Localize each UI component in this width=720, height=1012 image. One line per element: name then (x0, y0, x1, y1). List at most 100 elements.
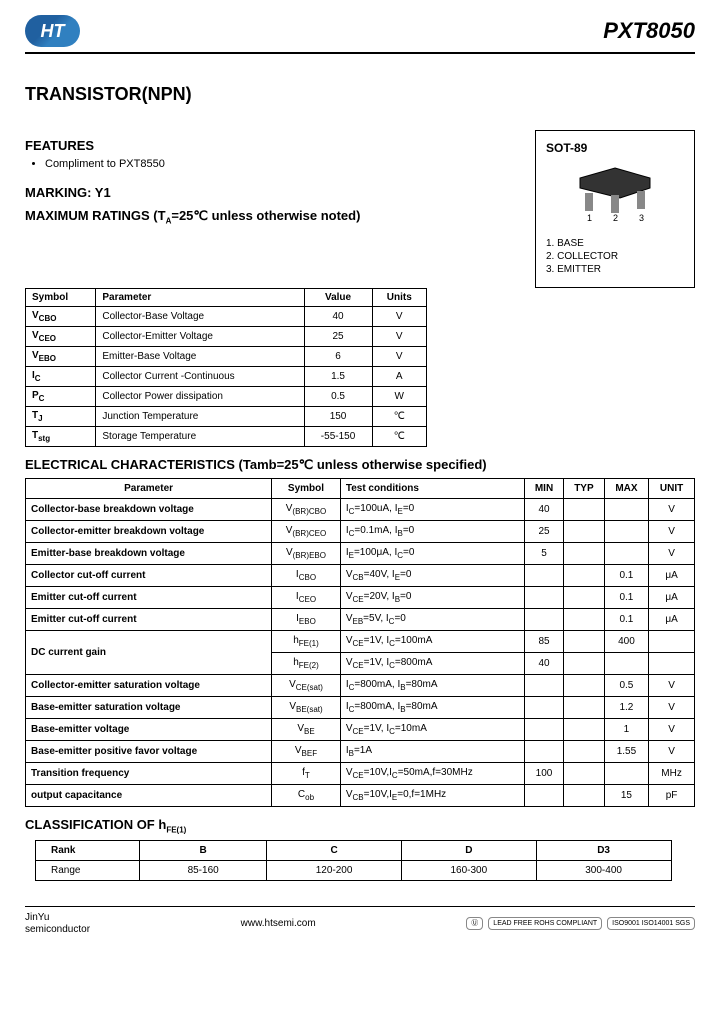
table-row: Collector-base breakdown voltageV(BR)CBO… (26, 499, 695, 521)
cell (564, 609, 605, 631)
cell: Collector Power dissipation (96, 387, 304, 407)
cell: 25 (304, 327, 372, 347)
package-icon: 1 2 3 (565, 163, 665, 223)
features-heading: FEATURES (25, 138, 505, 153)
cell: IC=800mA, IB=80mA (340, 675, 524, 697)
cell: VBE(sat) (272, 697, 341, 719)
table-row: Collector-emitter saturation voltageVCE(… (26, 675, 695, 697)
cell: Cob (272, 785, 341, 807)
cell: 40 (524, 653, 563, 675)
cell (649, 631, 695, 653)
cell: 400 (604, 631, 648, 653)
cell: VCBO (26, 307, 96, 327)
cell: Tstg (26, 427, 96, 447)
elec-heading: ELECTRICAL CHARACTERISTICS (Tamb=25℃ unl… (25, 457, 695, 473)
cell (564, 697, 605, 719)
max-ratings-heading: MAXIMUM RATINGS (TA=25℃ unless otherwise… (25, 208, 505, 226)
cell: VCE(sat) (272, 675, 341, 697)
package-name: SOT-89 (546, 141, 684, 155)
col-header: Test conditions (340, 479, 524, 499)
col-header: Symbol (26, 289, 96, 307)
col-header: Symbol (272, 479, 341, 499)
cell: 0.1 (604, 587, 648, 609)
cell: VCB=10V,IE=0,f=1MHz (340, 785, 524, 807)
footer-company: JinYu semiconductor (25, 912, 90, 936)
cell: TJ (26, 407, 96, 427)
svg-text:1: 1 (587, 213, 592, 223)
cell: 15 (604, 785, 648, 807)
cert-badges: Ⓤ LEAD FREE ROHS COMPLIANT ISO9001 ISO14… (466, 917, 695, 930)
col-header: UNIT (649, 479, 695, 499)
feature-item: Compliment to PXT8550 (45, 158, 505, 170)
cell: Collector-emitter saturation voltage (26, 675, 272, 697)
cell: 0.5 (604, 675, 648, 697)
cell (564, 785, 605, 807)
col-header: MAX (604, 479, 648, 499)
cell: V (649, 741, 695, 763)
cell (524, 587, 563, 609)
electrical-characteristics-table: Parameter Symbol Test conditions MIN TYP… (25, 478, 695, 807)
pin-label: 1. BASE (546, 238, 684, 249)
cell: Collector-Emitter Voltage (96, 327, 304, 347)
marking-heading: MARKING: Y1 (25, 185, 505, 200)
cell: 25 (524, 521, 563, 543)
table-row: VEBO Emitter-Base Voltage 6 V (26, 347, 427, 367)
cell: Base-emitter positive favor voltage (26, 741, 272, 763)
cell (604, 543, 648, 565)
col-header: MIN (524, 479, 563, 499)
cell: Collector cut-off current (26, 565, 272, 587)
cell (564, 741, 605, 763)
cell: V (372, 327, 426, 347)
cell: VCE=1V, IC=10mA (340, 719, 524, 741)
cell (524, 675, 563, 697)
cell: IEBO (272, 609, 341, 631)
cell: Emitter cut-off current (26, 609, 272, 631)
col-header: Units (372, 289, 426, 307)
svg-text:3: 3 (639, 213, 644, 223)
cell: VCE=10V,IC=50mA,f=30MHz (340, 763, 524, 785)
iso-badge-icon: ISO9001 ISO14001 SGS (607, 917, 695, 930)
cell: VCEO (26, 327, 96, 347)
cell (564, 631, 605, 653)
cell: 100 (524, 763, 563, 785)
cell: VCB=40V, IE=0 (340, 565, 524, 587)
features-list: Compliment to PXT8550 (45, 158, 505, 170)
table-row: Emitter cut-off currentIEBO VEB=5V, IC=0… (26, 609, 695, 631)
table-row: IC Collector Current -Continuous 1.5 A (26, 367, 427, 387)
cell (564, 719, 605, 741)
cell (524, 741, 563, 763)
cell: Collector-emitter breakdown voltage (26, 521, 272, 543)
cell (604, 653, 648, 675)
footer-url: www.htsemi.com (241, 918, 316, 929)
cell: VEBO (26, 347, 96, 367)
col-header: D3 (536, 840, 671, 860)
table-row: output capacitanceCob VCB=10V,IE=0,f=1MH… (26, 785, 695, 807)
cell: μA (649, 565, 695, 587)
cell: ℃ (372, 407, 426, 427)
cell: 300-400 (536, 860, 671, 880)
pin-label: 3. EMITTER (546, 264, 684, 275)
cell: Collector-Base Voltage (96, 307, 304, 327)
col-header: Parameter (26, 479, 272, 499)
cell (604, 521, 648, 543)
cell: Emitter-Base Voltage (96, 347, 304, 367)
cell: ICBO (272, 565, 341, 587)
document-title: TRANSISTOR(NPN) (25, 84, 695, 105)
cell (649, 653, 695, 675)
cell: Emitter-base breakdown voltage (26, 543, 272, 565)
cell: 160-300 (401, 860, 536, 880)
table-row: TJ Junction Temperature 150 ℃ (26, 407, 427, 427)
cell: VEB=5V, IC=0 (340, 609, 524, 631)
table-row: VCBO Collector-Base Voltage 40 V (26, 307, 427, 327)
svg-text:2: 2 (613, 213, 618, 223)
cell: Base-emitter saturation voltage (26, 697, 272, 719)
cell (524, 609, 563, 631)
cell: 85-160 (140, 860, 267, 880)
cell: A (372, 367, 426, 387)
cell: 1.55 (604, 741, 648, 763)
cell: V (649, 499, 695, 521)
cell (524, 697, 563, 719)
cell: 1.2 (604, 697, 648, 719)
cell: VBEF (272, 741, 341, 763)
col-header: Parameter (96, 289, 304, 307)
